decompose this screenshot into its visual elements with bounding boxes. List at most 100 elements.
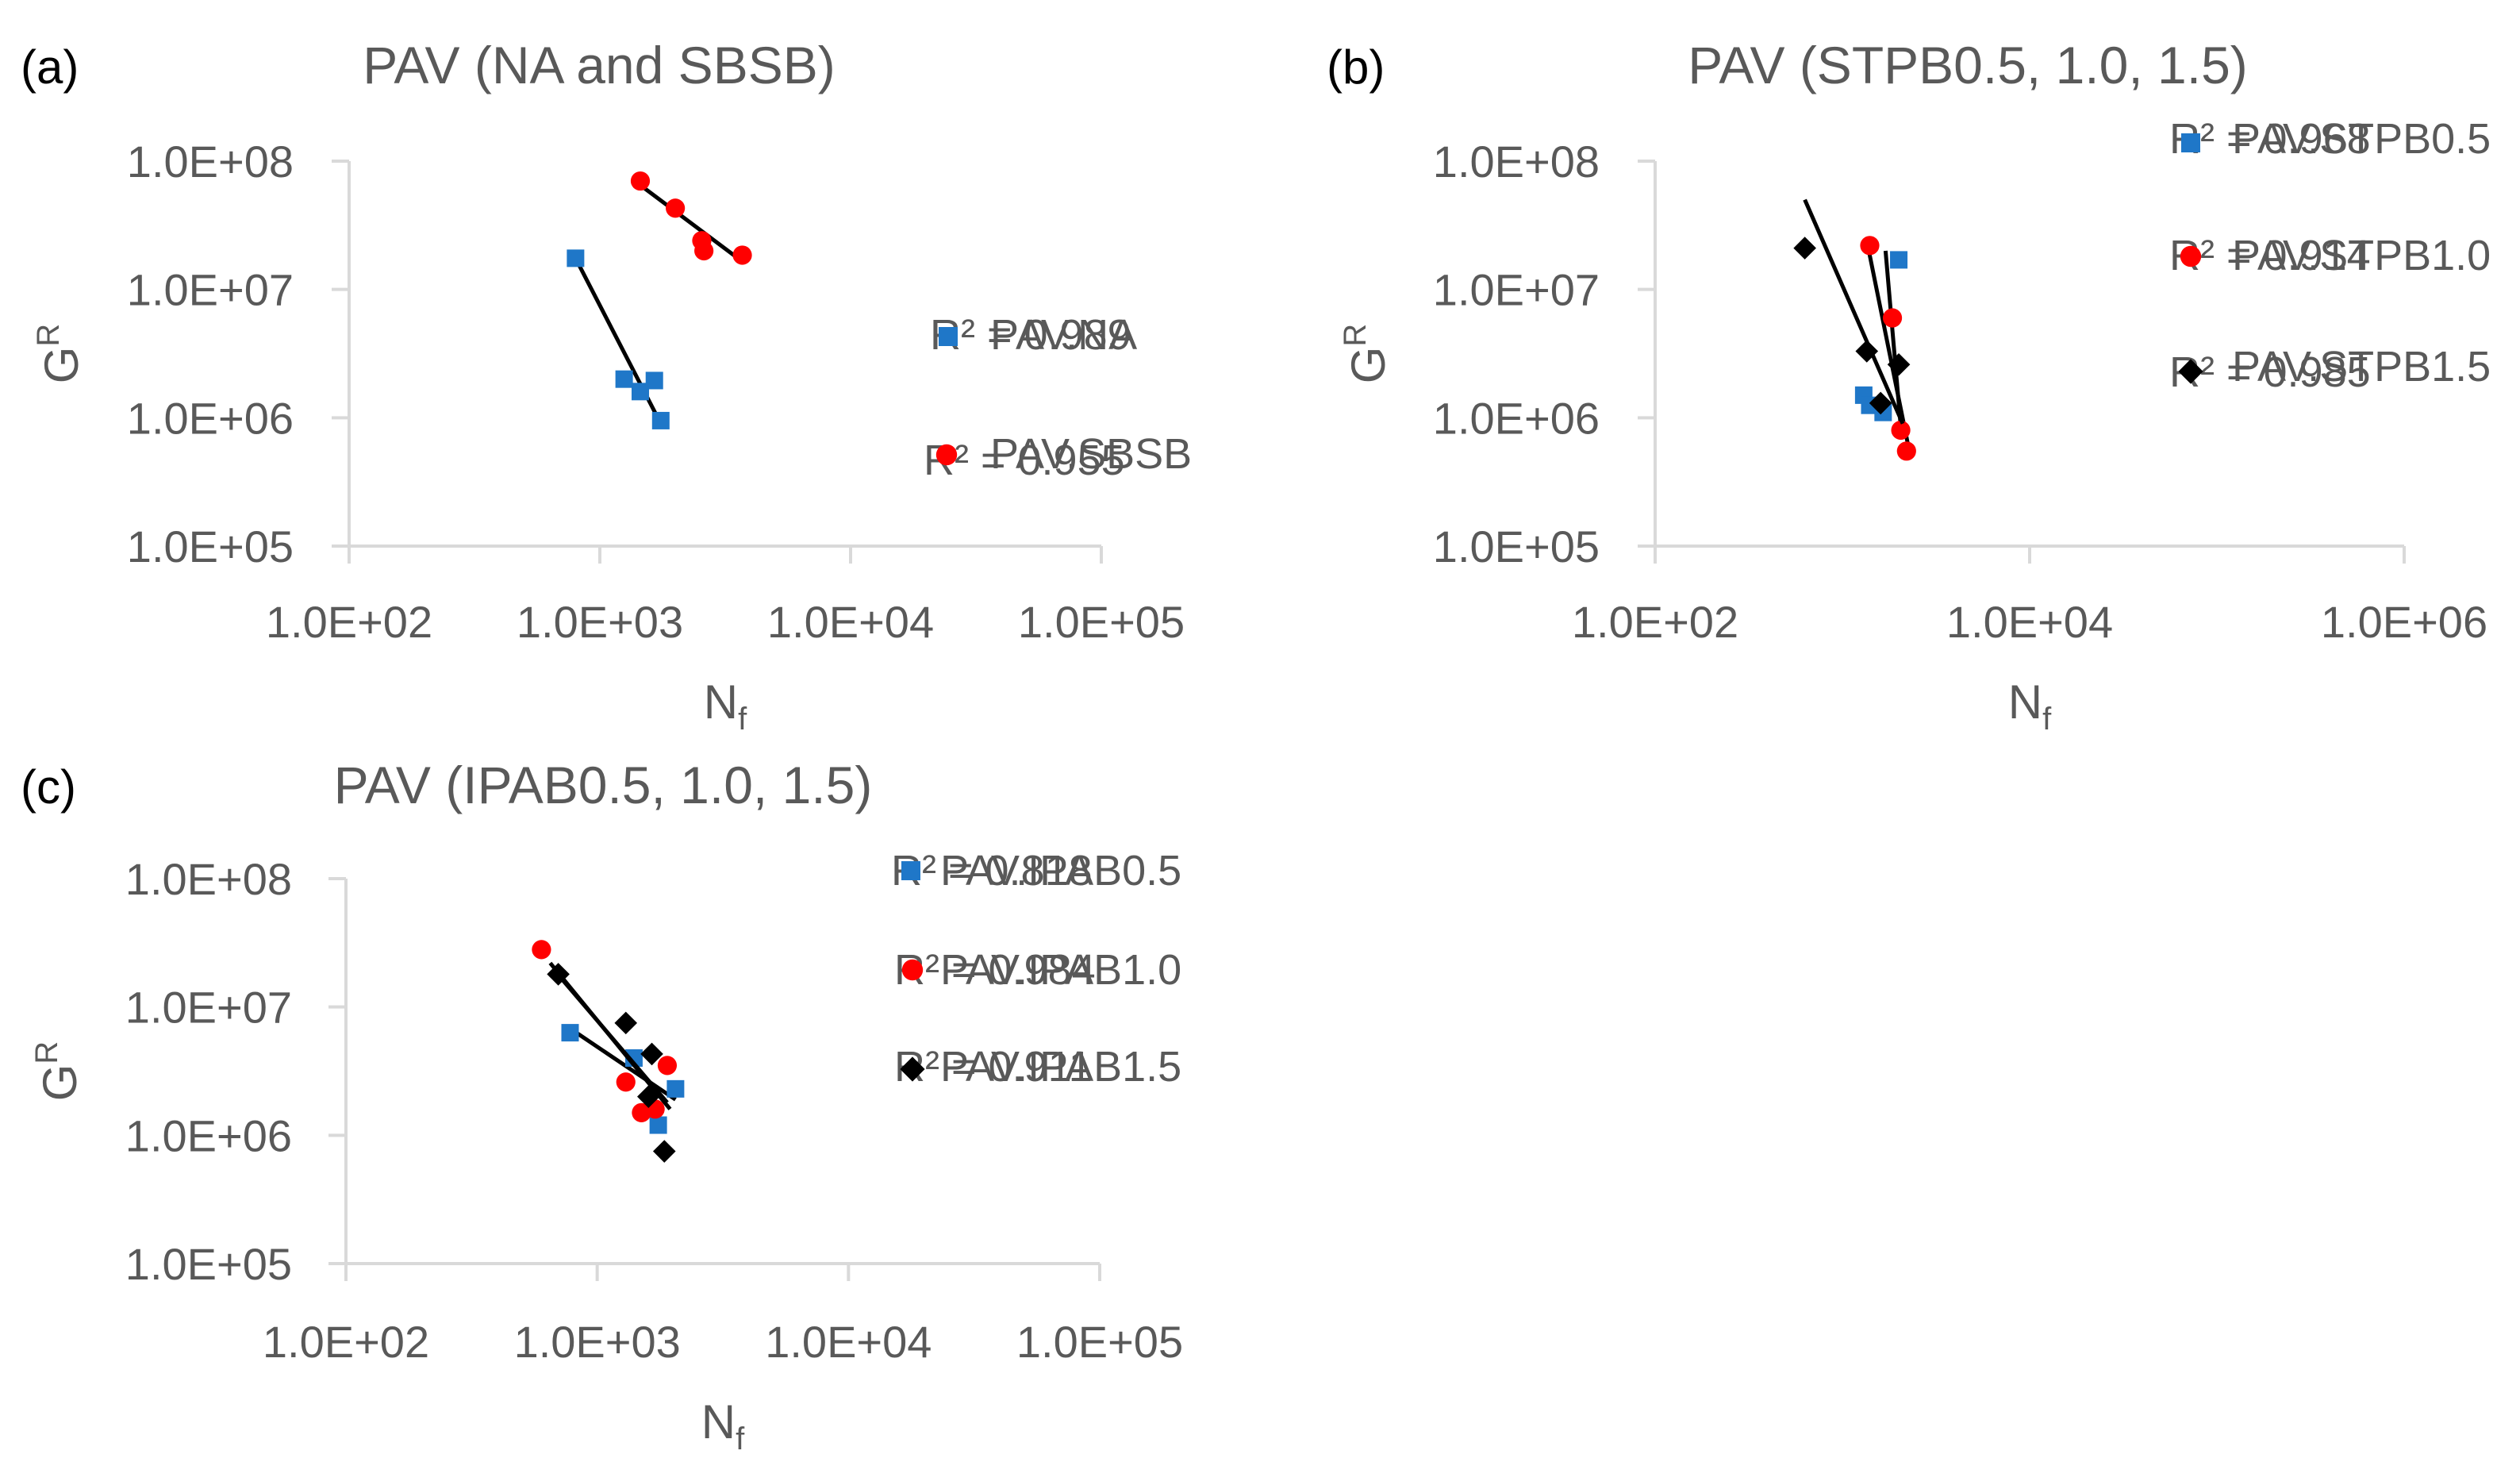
panel-label: (b)	[1327, 40, 1385, 94]
chart-title: PAV (IPAB0.5, 1.0, 1.5)	[334, 756, 873, 814]
data-point	[615, 370, 633, 388]
data-point	[1887, 352, 1911, 376]
legend-entry: PAV.IPAB1.5	[940, 1043, 1181, 1091]
legend-marker	[900, 1056, 925, 1082]
data-point	[1869, 391, 1892, 415]
data-point	[532, 940, 551, 960]
x-tick-label: 1.0E+04	[767, 597, 934, 647]
data-point	[1793, 237, 1816, 260]
series-PAV.SBSB	[630, 171, 752, 265]
x-tick-label: 1.0E+03	[517, 597, 683, 647]
series-PAV.NA	[567, 249, 670, 429]
y-tick-label: 1.0E+06	[1433, 393, 1600, 443]
r2-label: R² = 0.985	[2169, 348, 2371, 396]
legend-entry: PAV.NA	[990, 311, 1137, 359]
trendline	[639, 183, 744, 264]
r2-label: R² = 0.989	[930, 311, 1131, 359]
data-point	[1896, 441, 1916, 461]
series-PAV.STPB1.5	[1793, 198, 1911, 425]
legend-marker	[2180, 245, 2202, 267]
data-point	[652, 1140, 676, 1163]
data-point	[637, 1085, 660, 1108]
x-tick-label: 1.0E+03	[514, 1317, 681, 1367]
x-axis-label: Nf	[2008, 675, 2052, 737]
x-tick-label: 1.0E+06	[2321, 597, 2487, 647]
trendline	[1803, 198, 1905, 425]
panel-a: (a) PAV (NA and SBSB) 1.0E+05 1.0E+06 1.0E+0…	[21, 36, 1192, 737]
r2-label: R² = 0.984	[894, 946, 1096, 994]
data-point	[1891, 420, 1911, 441]
y-axis-label: GR	[1338, 324, 1395, 384]
data-point	[631, 383, 649, 401]
legend-marker	[2181, 133, 2200, 152]
legend-marker	[935, 444, 958, 466]
data-point	[1860, 236, 1880, 256]
y-tick-label: 1.0E+08	[1433, 137, 1600, 187]
y-axis-label: GR	[31, 324, 88, 384]
data-point	[567, 249, 585, 267]
legend-entry: PAV.IPAB0.5	[940, 847, 1181, 895]
legend-entry: PAV.STPB1.0	[2232, 232, 2491, 279]
legend-marker	[2178, 359, 2203, 384]
data-point	[649, 1116, 667, 1134]
y-tick-label: 1.0E+05	[1433, 521, 1600, 571]
panel-label: (c)	[21, 760, 76, 814]
legend-entry: PAV.STPB1.5	[2232, 343, 2491, 391]
chart-title: PAV (STPB0.5, 1.0, 1.5)	[1688, 36, 2248, 94]
legend-entry: PAV.IPAB1.0	[940, 946, 1181, 994]
panel-b: (b) PAV (STPB0.5, 1.0, 1.5) 1.0E+05 1.0E+06…	[1327, 36, 2491, 737]
data-point	[561, 1024, 579, 1042]
chart-title: PAV (NA and SBSB)	[363, 36, 835, 94]
x-tick-label: 1.0E+02	[1572, 597, 1738, 647]
series-PAV.STPB1.0	[1860, 236, 1916, 461]
y-axis-label: GR	[29, 1041, 86, 1102]
data-point	[547, 963, 570, 986]
legend-marker	[901, 959, 924, 981]
data-point	[651, 411, 670, 429]
legend-entry: PAV.SBSB	[990, 430, 1192, 478]
y-tick-label: 1.0E+05	[125, 1239, 292, 1289]
data-point	[694, 240, 714, 261]
data-point	[616, 1072, 636, 1092]
y-tick-label: 1.0E+08	[127, 137, 294, 187]
x-axis-label: Nf	[704, 675, 747, 737]
data-point	[732, 245, 752, 265]
data-point	[1882, 308, 1903, 328]
legend-entry: PAV.STPB0.5	[2232, 115, 2491, 163]
panel-label: (a)	[21, 40, 79, 94]
y-tick-label: 1.0E+07	[1433, 265, 1600, 315]
legend-marker	[939, 327, 958, 346]
r2-label: R² = 0.968	[2169, 115, 2371, 163]
r2-label: R² = 0.818	[891, 847, 1093, 895]
panel-c: (c) PAV (IPAB0.5, 1.0, 1.5) 1.0E+05 1.0E+06…	[21, 756, 1183, 1456]
y-tick-label: 1.0E+07	[125, 983, 292, 1033]
x-tick-label: 1.0E+05	[1018, 597, 1185, 647]
r2-label: R² = 0.911	[894, 1043, 1093, 1091]
trendline	[553, 969, 669, 1104]
x-tick-label: 1.0E+02	[266, 597, 432, 647]
y-tick-label: 1.0E+06	[125, 1110, 292, 1160]
y-tick-label: 1.0E+05	[127, 521, 294, 571]
series-PAV.IPAB0.5	[561, 1024, 685, 1134]
x-tick-label: 1.0E+04	[1946, 597, 2113, 647]
data-point	[645, 371, 663, 390]
data-point	[614, 1011, 638, 1035]
y-tick-label: 1.0E+08	[125, 854, 292, 904]
data-point	[640, 1042, 663, 1066]
x-tick-label: 1.0E+02	[263, 1317, 429, 1367]
data-point	[630, 171, 651, 191]
r2-label: R² = 0.955	[924, 437, 1125, 484]
x-tick-label: 1.0E+05	[1016, 1317, 1183, 1367]
trendline	[1865, 240, 1911, 447]
series-PAV.IPAB1.5	[547, 963, 676, 1163]
y-tick-label: 1.0E+06	[127, 393, 294, 443]
data-point	[666, 198, 686, 218]
data-point	[657, 1056, 678, 1075]
x-tick-label: 1.0E+04	[765, 1317, 932, 1367]
legend-marker	[901, 861, 920, 880]
y-tick-label: 1.0E+07	[127, 265, 294, 315]
data-point	[1890, 251, 1908, 269]
data-point	[666, 1079, 685, 1098]
x-axis-label: Nf	[701, 1395, 745, 1456]
